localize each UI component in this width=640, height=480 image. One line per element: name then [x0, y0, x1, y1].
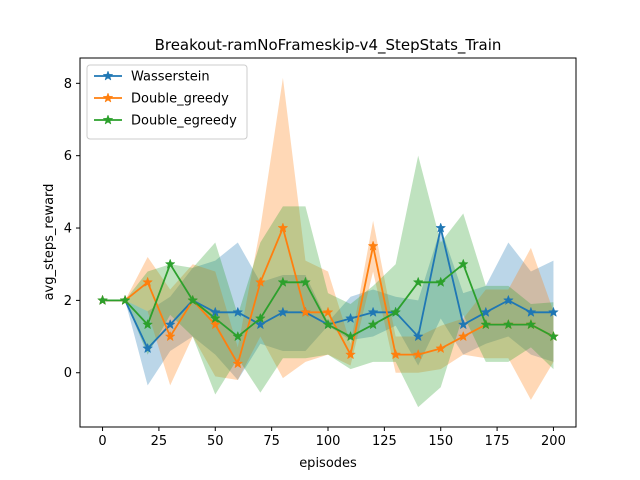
point-wasserstein	[142, 342, 154, 354]
point-wasserstein	[502, 294, 514, 306]
point-double-egreedy	[232, 330, 244, 342]
point-double-egreedy	[412, 276, 424, 287]
legend-label-double-greedy: Double_greedy	[131, 92, 229, 107]
series-markers	[97, 222, 559, 369]
point-double-greedy	[277, 222, 289, 233]
legend-marker-wasserstein	[102, 70, 114, 81]
point-double-egreedy	[322, 318, 334, 330]
legend-marker-double-greedy	[102, 92, 114, 103]
x-tick-label: 150	[428, 434, 453, 449]
y-tick-label: 0	[64, 366, 72, 381]
point-wasserstein	[548, 306, 559, 317]
point-double-greedy	[142, 276, 154, 287]
x-tick-label: 50	[207, 434, 224, 449]
legend: Wasserstein Double_greedy Double_egreedy	[86, 64, 248, 140]
point-wasserstein	[232, 306, 244, 317]
point-double-egreedy	[277, 276, 289, 287]
legend-label-wasserstein: Wasserstein	[131, 70, 210, 85]
x-tick-label: 200	[541, 434, 566, 449]
point-double-greedy	[322, 306, 334, 317]
point-double-egreedy	[119, 294, 131, 306]
point-double-greedy	[435, 342, 447, 354]
point-double-greedy	[164, 330, 176, 342]
y-tick-label: 8	[64, 77, 72, 92]
point-wasserstein	[480, 306, 492, 317]
point-double-greedy	[457, 330, 469, 342]
point-wasserstein	[525, 306, 537, 317]
legend-box	[86, 64, 248, 140]
point-double-egreedy	[142, 318, 154, 330]
point-double-greedy	[367, 240, 379, 251]
point-double-greedy	[209, 318, 221, 330]
y-tick-label: 2	[64, 294, 72, 309]
point-wasserstein	[345, 312, 356, 324]
point-wasserstein	[164, 318, 176, 330]
point-wasserstein	[457, 318, 469, 330]
x-axis-title: episodes	[299, 456, 357, 471]
point-double-egreedy	[345, 330, 356, 342]
y-tick-label: 6	[64, 149, 72, 164]
point-double-egreedy	[367, 318, 379, 330]
legend-marker-double-egreedy	[102, 114, 114, 125]
point-wasserstein	[367, 306, 379, 317]
point-double-egreedy	[254, 312, 266, 324]
x-axis: 0 25 50 75 100 125 150 175 200	[98, 427, 566, 449]
x-tick-label: 75	[263, 434, 280, 449]
point-double-egreedy	[457, 258, 469, 269]
x-tick-label: 0	[98, 434, 106, 449]
point-double-egreedy	[480, 318, 492, 330]
point-double-egreedy	[525, 318, 537, 330]
point-double-egreedy	[97, 294, 108, 306]
point-double-egreedy	[164, 258, 176, 269]
point-double-greedy	[232, 357, 244, 369]
point-double-egreedy	[300, 276, 311, 287]
band-wasserstein	[102, 228, 554, 386]
x-tick-label: 100	[316, 434, 341, 449]
point-double-egreedy	[390, 306, 402, 317]
point-wasserstein	[254, 318, 266, 330]
x-tick-label: 175	[485, 434, 510, 449]
y-axis-title: avg_steps_reward	[42, 184, 57, 301]
y-tick-label: 4	[64, 222, 72, 237]
y-axis: 0 2 4 6 8	[64, 77, 80, 381]
point-double-greedy	[345, 348, 356, 360]
point-wasserstein	[277, 306, 289, 317]
point-double-greedy	[254, 276, 266, 287]
point-double-greedy	[390, 348, 402, 360]
point-double-egreedy	[209, 312, 221, 324]
x-tick-label: 125	[372, 434, 397, 449]
point-double-egreedy	[502, 318, 514, 330]
point-double-egreedy	[548, 330, 559, 342]
point-double-egreedy	[187, 294, 199, 306]
point-wasserstein	[435, 222, 447, 233]
chart-title: Breakout-ramNoFrameskip-v4_StepStats_Tra…	[155, 36, 502, 55]
point-double-egreedy	[435, 276, 447, 287]
point-double-greedy	[300, 306, 311, 317]
point-wasserstein	[412, 330, 424, 342]
legend-label-double-egreedy: Double_egreedy	[131, 114, 237, 129]
point-double-greedy	[412, 348, 424, 360]
x-tick-label: 25	[151, 434, 168, 449]
